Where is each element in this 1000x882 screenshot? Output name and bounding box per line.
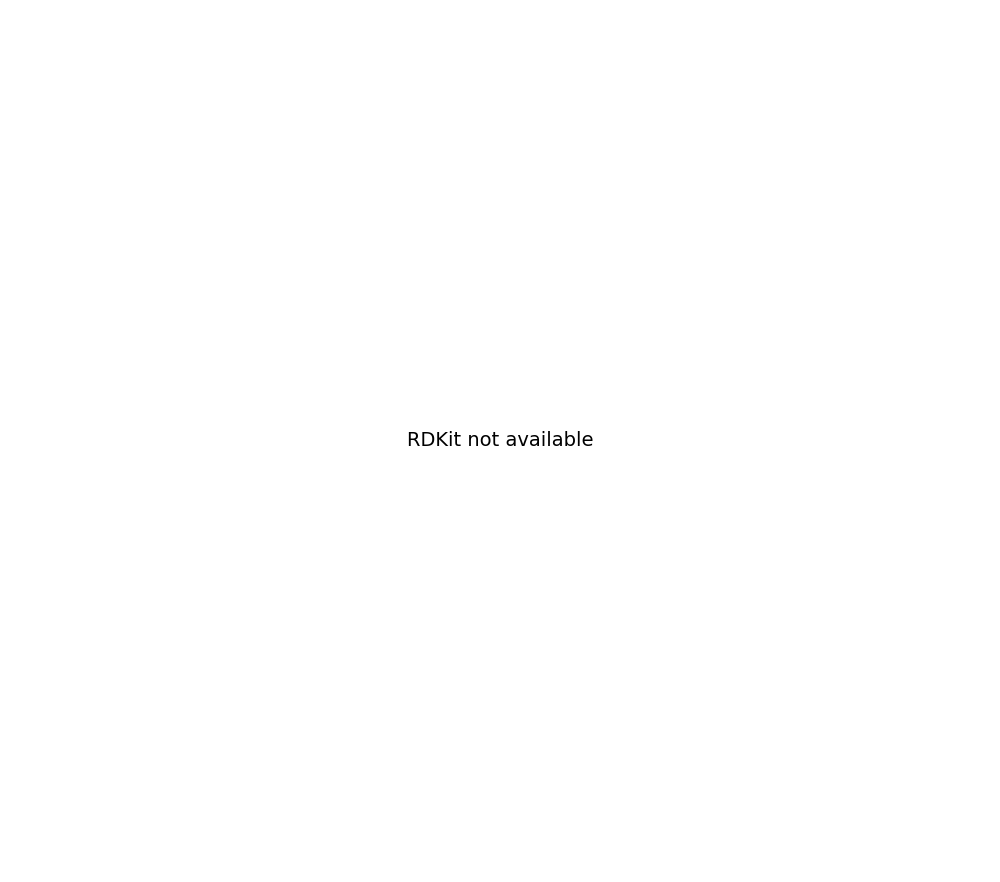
Text: RDKit not available: RDKit not available [407,431,593,451]
